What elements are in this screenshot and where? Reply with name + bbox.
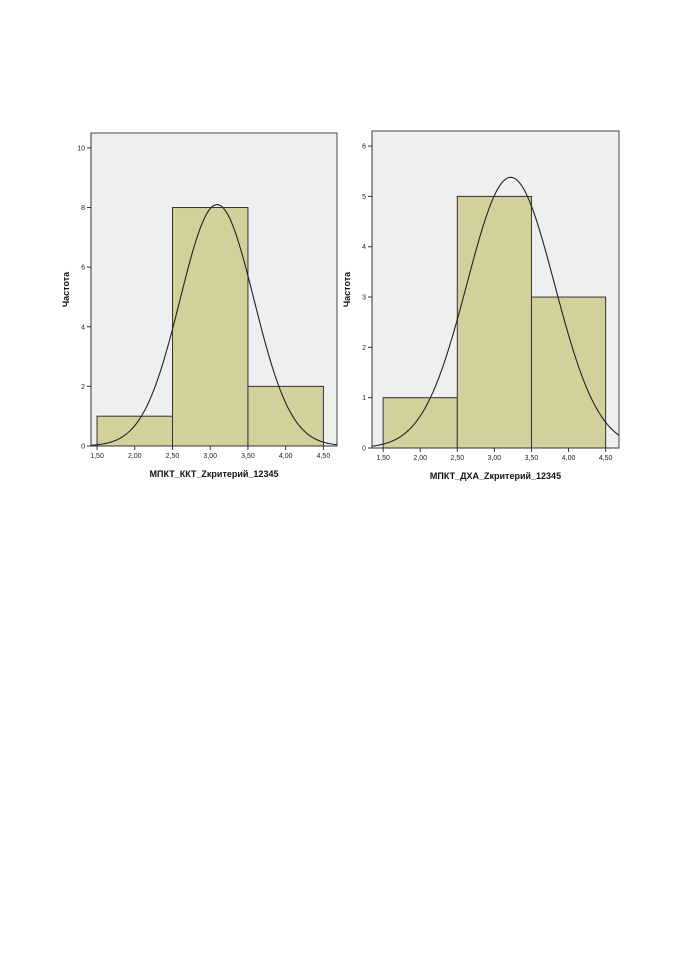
x-tick-label: 1,50: [90, 453, 104, 460]
x-tick-label: 4,00: [279, 453, 293, 460]
bars: [96, 207, 324, 447]
x-tick-label: 3,00: [203, 453, 217, 460]
y-tick-label: 2: [362, 345, 366, 352]
x-tick-label: 2,00: [128, 453, 142, 460]
x-tick-label: 4,50: [599, 455, 613, 462]
x-tick-label: 2,50: [450, 455, 464, 462]
y-tick-label: 6: [81, 265, 85, 272]
y-tick-label: 0: [81, 444, 85, 451]
normal-curve: [90, 203, 338, 446]
histogram-bar: [530, 296, 607, 449]
normal-curve: [371, 176, 620, 447]
histogram-bar: [456, 195, 532, 449]
x-tick-label: 1,50: [376, 455, 390, 462]
histogram-bar: [171, 207, 249, 447]
x-tick-label: 3,50: [525, 455, 539, 462]
histogram-bar: [96, 415, 173, 447]
x-tick-label: 3,50: [241, 453, 255, 460]
x-tick-label: 3,00: [488, 455, 502, 462]
y-tick-label: 4: [81, 324, 85, 331]
x-axis-title: МПКТ_ККТ_Zкритерий_12345: [150, 469, 279, 479]
y-tick-label: 0: [362, 446, 366, 453]
x-axis-title: МПКТ_ДХА_Zкритерий_12345: [430, 471, 561, 481]
y-axis-title: Частота: [342, 271, 352, 307]
x-tick-label: 4,50: [317, 453, 331, 460]
y-tick-label: 5: [362, 194, 366, 201]
x-ticks: 1,50 2,00 2,50 3,00 3,50 4,00 4,50: [90, 446, 330, 460]
y-tick-label: 2: [81, 384, 85, 391]
x-tick-label: 2,00: [413, 455, 427, 462]
x-tick-label: 2,50: [166, 453, 180, 460]
y-tick-label: 6: [362, 144, 366, 151]
y-tick-label: 8: [81, 205, 85, 212]
y-ticks: 0 1 2 3 4 5 6: [362, 144, 372, 453]
histogram-chart-mpkt-kkt: 0 2 4 6 8 10 1,50 2,00 2,50 3,00 3,50 4,00 4,50 МПК…: [61, 132, 338, 479]
histogram-chart-mpkt-dxa: 0 1 2 3 4 5 6 1,50 2,00 2,50 3,00 3,50 4,00 4,50 МПК…: [342, 130, 620, 481]
y-axis-title: Частота: [61, 271, 71, 307]
y-tick-label: 3: [362, 295, 366, 302]
y-tick-label: 1: [362, 395, 366, 402]
y-tick-label: 10: [77, 145, 85, 152]
y-ticks: 0 2 4 6 8 10: [77, 145, 91, 451]
y-tick-label: 4: [362, 244, 366, 251]
bars: [382, 195, 607, 449]
x-ticks: 1,50 2,00 2,50 3,00 3,50 4,00 4,50: [376, 448, 613, 462]
x-tick-label: 4,00: [562, 455, 576, 462]
